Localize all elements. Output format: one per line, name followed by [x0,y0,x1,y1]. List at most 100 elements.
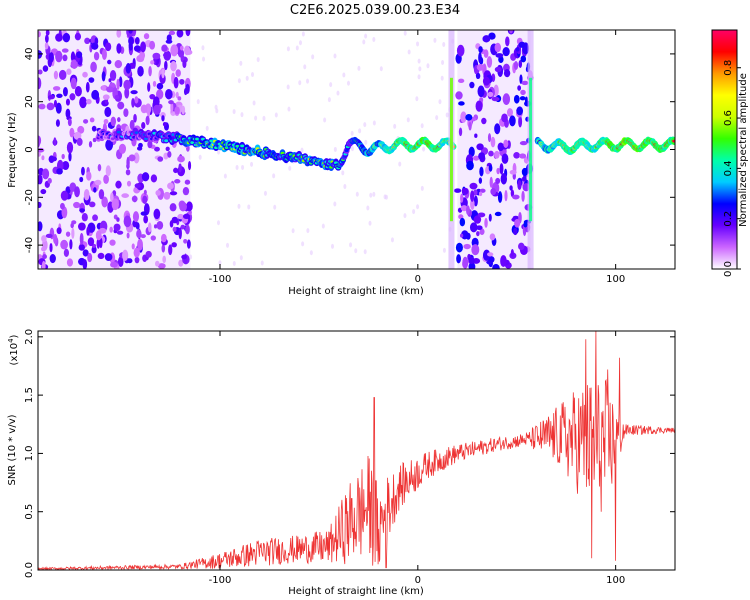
noise-blob [502,93,511,105]
noise-blob [182,187,190,196]
noise-speck [274,112,278,118]
noise-speck [306,78,310,84]
noise-blob [66,258,74,267]
noise-blob [125,63,131,74]
noise-speck [309,250,313,256]
noise-speck [239,60,243,66]
noise-blob [104,253,113,262]
noise-speck [256,57,260,63]
noise-blob [47,177,52,184]
noise-blob [156,89,164,100]
noise-blob [114,60,123,69]
noise-blob [104,106,112,118]
noise-speck [291,228,295,234]
noise-speck [311,54,315,60]
noise-blob [523,221,528,228]
noise-blob [155,190,161,196]
noise-blob [470,198,475,210]
noise-speck [217,149,221,155]
noise-blob [38,201,42,208]
noise-blob [69,239,73,250]
noise-blob [81,166,85,176]
noise-blob [155,260,160,267]
colorbar-label: Normalized spectral amplitude [738,73,749,227]
noise-blob [56,93,63,98]
noise-blob [101,71,106,82]
noise-blob [161,244,166,253]
noise-blob [66,141,74,154]
noise-speck [216,220,220,226]
noise-blob [124,87,130,99]
noise-blob [476,72,481,80]
noise-blob [78,222,86,231]
noise-blob [183,87,188,96]
snr-y-ticks: 0.0 0.5 1.0 1.5 2.0 [24,329,675,578]
noise-blob [86,171,92,181]
noise-blob [110,261,118,268]
noise-blob [83,119,89,124]
noise-blob [469,222,478,233]
noise-blob [520,55,527,63]
noise-blob [183,238,188,244]
noise-speck [287,106,291,112]
noise-blob [88,77,95,83]
noise-speck [343,184,347,190]
noise-blob [76,137,83,146]
noise-blob [182,213,191,220]
noise-speck [301,241,305,247]
noise-blob [186,201,193,212]
noise-blob [185,30,191,37]
figure-title: C2E6.2025.039.00.23.E34 [290,3,460,18]
noise-blob [481,117,487,125]
noise-blob [168,100,174,105]
noise-blob [45,30,50,36]
noise-blob [170,61,177,72]
noise-blob [70,59,78,69]
noise-blob [78,244,85,251]
snr-y-multiplier: (x104) [7,334,20,365]
signal-core [195,137,200,141]
noise-blob [140,104,148,114]
noise-blob [141,172,150,182]
spectrogram-marks [38,30,675,269]
spectrogram-y-label: Frequency (Hz) [7,112,18,188]
noise-blob [70,222,74,229]
noise-blob [171,242,177,248]
noise-blob [125,169,131,176]
noise-blob [482,35,491,43]
noise-blob [130,90,138,95]
colorbar: 0.0 0.2 0.4 0.6 0.8 Normalized spectral ampl… [711,29,749,277]
noise-blob [504,189,508,202]
noise-blob [133,45,141,52]
noise-blob [60,239,69,250]
noise-blob [134,256,140,264]
noise-blob [81,212,88,222]
noise-blob [69,93,76,101]
noise-blob [116,30,122,38]
noise-blob [491,96,500,102]
noise-blob [456,44,465,57]
snr-y-label: SNR (10 * v/v) [7,414,18,485]
noise-blob [148,65,152,77]
noise-blob [495,177,501,185]
noise-blob [496,167,500,175]
noise-blob [62,54,68,62]
noise-blob [489,176,493,188]
noise-blob [478,46,483,53]
noise-blob [131,98,135,108]
noise-blob [79,96,87,109]
noise-blob [134,96,139,104]
noise-speck [433,37,437,43]
noise-blob [101,196,108,208]
noise-blob [74,32,82,41]
noise-blob [171,216,179,224]
noise-blob [157,156,164,162]
noise-blob [185,224,190,235]
noise-blob [53,99,58,108]
noise-blob [126,156,130,169]
noise-blob [111,198,119,211]
noise-blob [92,137,97,143]
noise-speck [403,213,407,219]
noise-blob [169,191,178,196]
